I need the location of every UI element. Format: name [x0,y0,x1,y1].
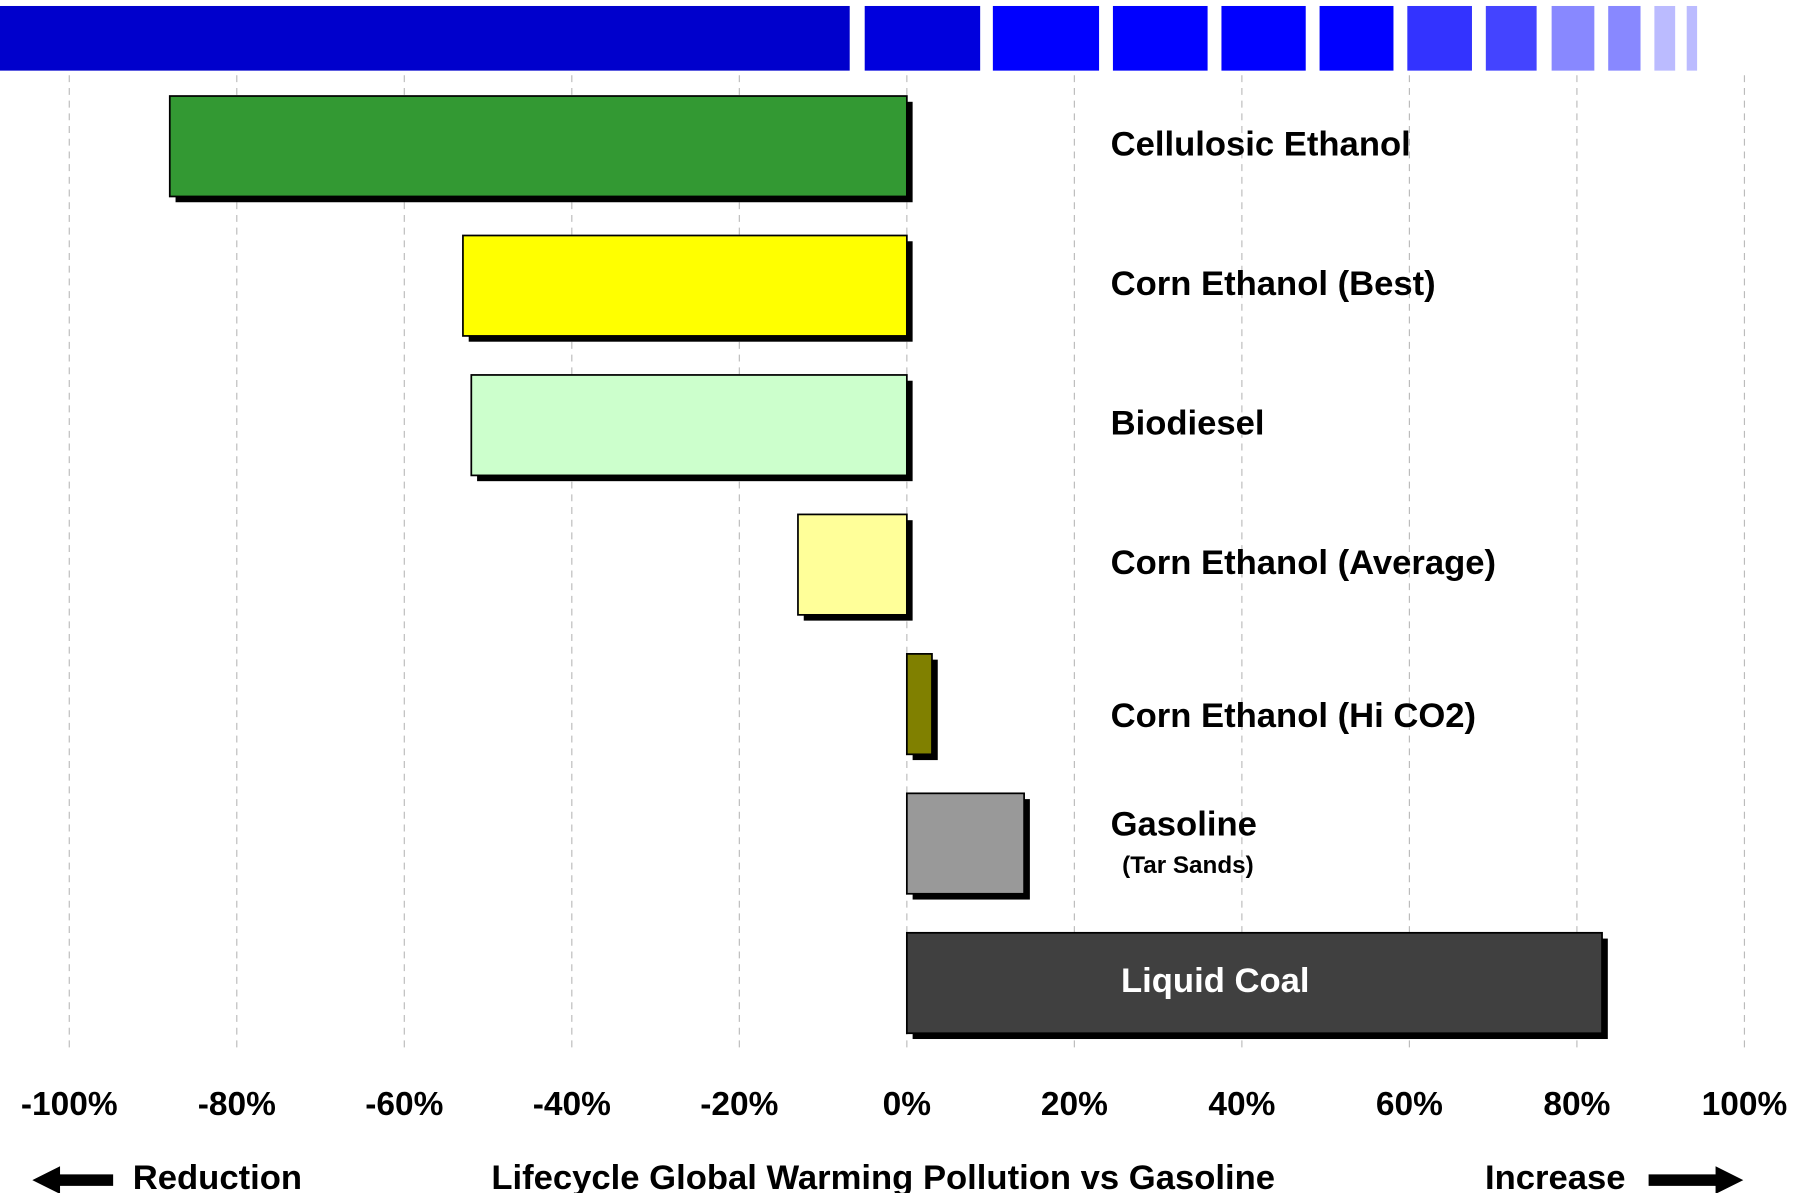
bar [905,653,933,756]
reduction-label: Reduction [133,1159,302,1193]
category-label: Gasoline [1111,805,1257,843]
x-tick-label: -80% [198,1086,276,1123]
header-band [0,5,1698,71]
x-tick-label: 80% [1543,1086,1610,1123]
x-tick-label: -100% [21,1086,118,1123]
x-tick-label: 60% [1376,1086,1443,1123]
bar [905,931,1603,1035]
category-label: Corn Ethanol (Hi CO2) [1111,697,1476,735]
category-label: Corn Ethanol (Best) [1111,265,1436,303]
category-sublabel: (Tar Sands) [1122,852,1254,879]
category-label: Cellulosic Ethanol [1111,125,1411,163]
left-arrow [32,1166,114,1193]
bar [168,95,908,198]
increase-label: Increase [1485,1159,1626,1193]
category-label: Biodiesel [1111,404,1265,442]
bar [470,374,908,477]
x-tick-label: 0% [883,1086,931,1123]
x-axis-label: Lifecycle Global Warming Pollution vs Ga… [491,1159,1275,1193]
category-label: Liquid Coal [1121,962,1310,1000]
x-tick-label: 100% [1702,1086,1788,1123]
x-tick-label: -20% [700,1086,778,1123]
bar [905,792,1025,895]
bar [462,234,908,337]
right-arrow [1648,1166,1744,1193]
category-label: Corn Ethanol (Average) [1111,544,1496,582]
x-tick-label: 40% [1208,1086,1275,1123]
x-tick-label: -40% [533,1086,611,1123]
x-tick-label: -60% [365,1086,443,1123]
x-tick-label: 20% [1041,1086,1108,1123]
bar [797,513,908,616]
